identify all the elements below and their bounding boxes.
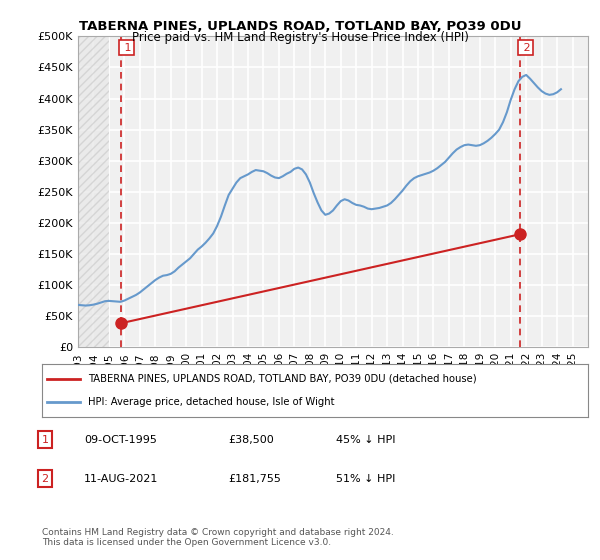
Text: HPI: Average price, detached house, Isle of Wight: HPI: Average price, detached house, Isle…: [88, 397, 335, 407]
Text: Contains HM Land Registry data © Crown copyright and database right 2024.
This d: Contains HM Land Registry data © Crown c…: [42, 528, 394, 547]
Text: £181,755: £181,755: [228, 474, 281, 484]
Text: TABERNA PINES, UPLANDS ROAD, TOTLAND BAY, PO39 0DU (detached house): TABERNA PINES, UPLANDS ROAD, TOTLAND BAY…: [88, 374, 477, 384]
Text: Price paid vs. HM Land Registry's House Price Index (HPI): Price paid vs. HM Land Registry's House …: [131, 31, 469, 44]
Text: 09-OCT-1995: 09-OCT-1995: [84, 435, 157, 445]
Text: 2: 2: [520, 43, 531, 53]
Text: 51% ↓ HPI: 51% ↓ HPI: [336, 474, 395, 484]
Text: 11-AUG-2021: 11-AUG-2021: [84, 474, 158, 484]
Text: TABERNA PINES, UPLANDS ROAD, TOTLAND BAY, PO39 0DU: TABERNA PINES, UPLANDS ROAD, TOTLAND BAY…: [79, 20, 521, 32]
Text: £38,500: £38,500: [228, 435, 274, 445]
Text: 2: 2: [41, 474, 49, 484]
Bar: [78, 36, 109, 347]
Text: 1: 1: [121, 43, 131, 53]
Text: 45% ↓ HPI: 45% ↓ HPI: [336, 435, 395, 445]
Text: 1: 1: [41, 435, 49, 445]
